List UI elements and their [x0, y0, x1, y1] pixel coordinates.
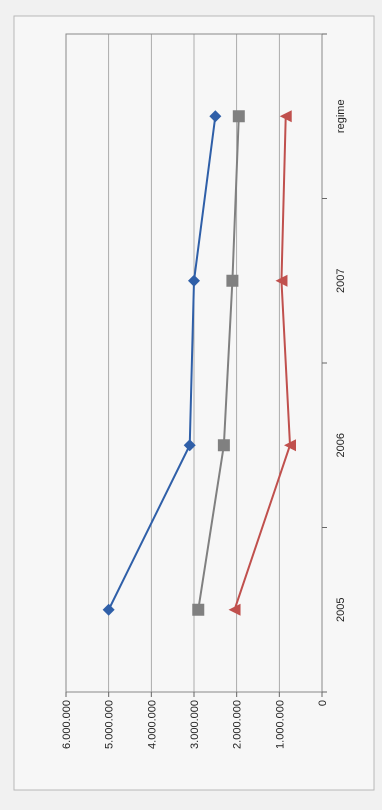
value-tick-label: 0 [317, 700, 329, 706]
series-2-point [217, 439, 230, 452]
series-3-point [228, 603, 241, 616]
series-3-point [275, 274, 288, 287]
series-2-point [192, 603, 205, 616]
category-tick-label: 2007 [335, 269, 347, 293]
category-tick-label: regime [335, 99, 347, 133]
value-axis-ticks: 0 1.000.000 2.000.000 3.000.000 4.000.000 5.0… [61, 692, 329, 749]
value-tick-label: 5.000.000 [104, 700, 116, 749]
series-3-line [233, 116, 292, 611]
series-2-point [226, 274, 239, 287]
value-tick-label: 4.000.000 [146, 700, 158, 749]
series-1-point [188, 274, 200, 287]
series-2-point [232, 110, 245, 123]
series-1-line [107, 116, 217, 611]
category-tick-label: 2005 [335, 598, 347, 622]
category-axis-ticks: 2005 2006 2007 regime [322, 33, 347, 693]
series-3-point [284, 439, 296, 452]
series-1-point [209, 110, 222, 123]
value-tick-label: 6.000.000 [61, 700, 73, 749]
series-layer [102, 110, 296, 616]
value-tick-label: 2.000.000 [232, 700, 244, 749]
series-1-point [183, 439, 196, 452]
series-3-point [279, 110, 292, 123]
value-tick-label: 3.000.000 [189, 700, 201, 749]
series-2-line [197, 116, 240, 610]
series-1-point [102, 603, 115, 616]
category-tick-label: 2006 [335, 433, 347, 457]
value-tick-label: 1.000.000 [274, 700, 286, 749]
